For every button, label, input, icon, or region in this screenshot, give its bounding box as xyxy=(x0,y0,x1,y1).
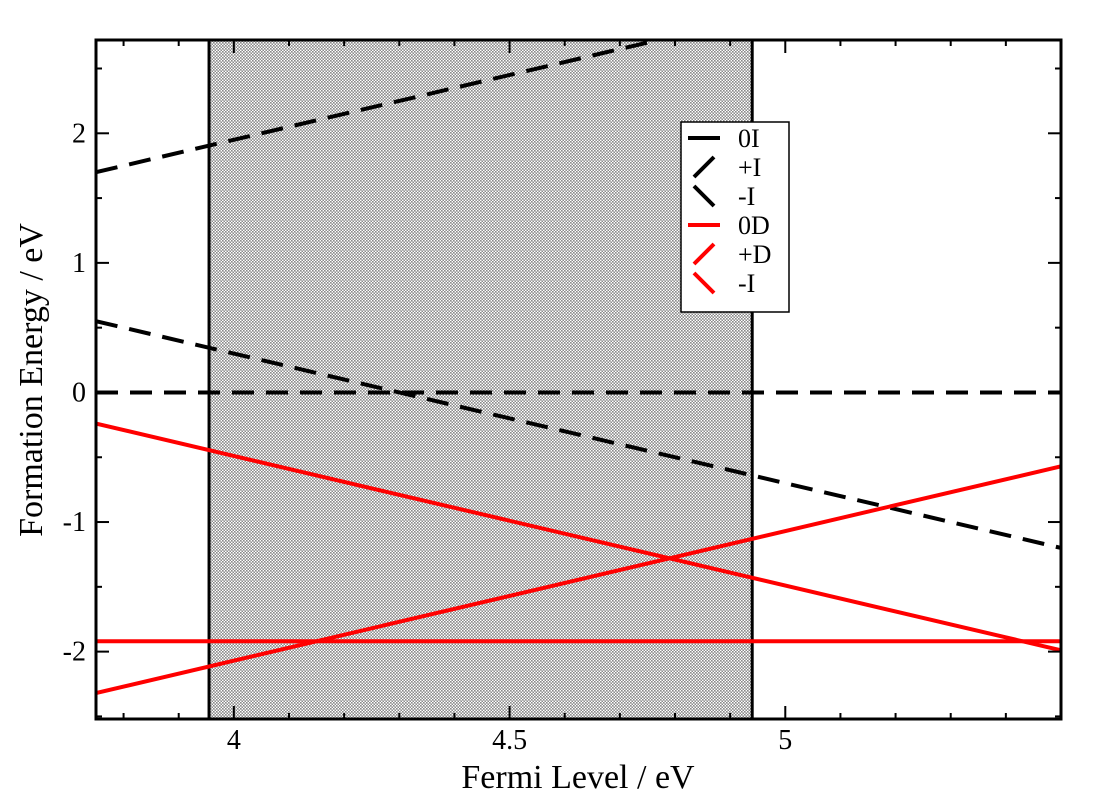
x-axis-title: Fermi Level / eV xyxy=(461,759,695,796)
y-axis-title: Formation Energy / eV xyxy=(13,223,50,537)
legend-label-5: -I xyxy=(738,269,755,298)
plot-frame xyxy=(94,38,1063,721)
series-line-5 xyxy=(96,421,1061,653)
x-tick-label-0: 4 xyxy=(227,725,241,756)
shaded-region xyxy=(209,40,753,719)
legend-label-3: 0D xyxy=(738,211,770,240)
legend-swatch-1 xyxy=(692,155,716,179)
y-tick-label-4: 2 xyxy=(72,118,86,149)
series-line-1 xyxy=(96,40,648,175)
legend-label-2: -I xyxy=(738,182,755,211)
legend-swatch-5 xyxy=(692,271,716,295)
legend-swatch-2 xyxy=(692,184,716,208)
series-line-2 xyxy=(96,319,1061,550)
legend-label-0: 0I xyxy=(738,124,760,153)
y-tick-label-0: -2 xyxy=(63,637,86,668)
series-line-4 xyxy=(96,464,1061,696)
y-tick-label-1: -1 xyxy=(63,507,86,538)
y-tick-label-2: 0 xyxy=(72,377,86,408)
legend: 0I+I-I0D+D-I xyxy=(680,121,790,313)
x-tick-label-2: 5 xyxy=(778,725,792,756)
y-tick-label-3: 1 xyxy=(72,248,86,279)
legend-label-1: +I xyxy=(738,153,761,182)
legend-box xyxy=(680,121,790,313)
legend-swatch-4 xyxy=(692,242,716,266)
legend-label-4: +D xyxy=(738,240,771,269)
x-tick-label-1: 4.5 xyxy=(492,725,527,756)
